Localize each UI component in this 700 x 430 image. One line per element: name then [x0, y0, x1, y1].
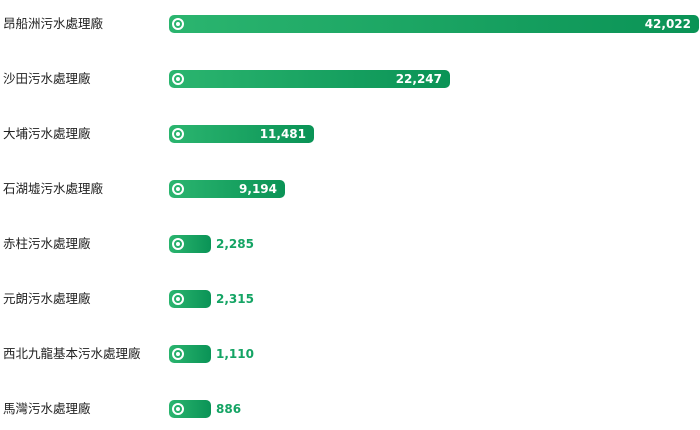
target-circle-icon	[172, 348, 184, 360]
bar-row: 石湖墟污水處理廠 9,194	[0, 179, 700, 199]
bar	[169, 400, 211, 418]
category-label: 馬灣污水處理廠	[3, 401, 91, 416]
bar-row: 赤柱污水處理廠 2,285	[0, 234, 700, 254]
bar	[169, 70, 450, 88]
target-circle-icon	[172, 293, 184, 305]
category-label: 元朗污水處理廠	[3, 291, 91, 306]
bar-row: 元朗污水處理廠 2,315	[0, 289, 700, 309]
target-circle-icon	[172, 238, 184, 250]
bar-row: 沙田污水處理廠 22,247	[0, 69, 700, 89]
value-label: 22,247	[395, 72, 442, 86]
bar	[169, 345, 211, 363]
target-circle-icon	[172, 18, 184, 30]
bar-row: 馬灣污水處理廠 886	[0, 399, 700, 419]
category-label: 大埔污水處理廠	[3, 126, 91, 141]
value-label: 2,285	[216, 237, 254, 251]
target-circle-icon	[172, 128, 184, 140]
value-label: 9,194	[239, 182, 277, 196]
category-label: 石湖墟污水處理廠	[3, 181, 104, 196]
value-label: 886	[216, 402, 242, 416]
value-label: 1,110	[216, 347, 254, 361]
bar	[169, 125, 314, 143]
bar-row: 大埔污水處理廠 11,481	[0, 124, 700, 144]
bar	[169, 180, 285, 198]
target-circle-icon	[172, 403, 184, 415]
bar	[169, 290, 211, 308]
bar-row: 西北九龍基本污水處理廠 1,110	[0, 344, 700, 364]
value-label: 11,481	[259, 127, 306, 141]
bar-row: 昂船洲污水處理廠 42,022	[0, 14, 700, 34]
category-label: 沙田污水處理廠	[3, 71, 91, 86]
category-label: 西北九龍基本污水處理廠	[3, 346, 141, 361]
bar	[169, 15, 699, 33]
bar	[169, 235, 211, 253]
target-circle-icon	[172, 73, 184, 85]
target-circle-icon	[172, 183, 184, 195]
category-label: 赤柱污水處理廠	[3, 236, 91, 251]
value-label: 42,022	[644, 17, 691, 31]
category-label: 昂船洲污水處理廠	[3, 16, 104, 31]
value-label: 2,315	[216, 292, 254, 306]
